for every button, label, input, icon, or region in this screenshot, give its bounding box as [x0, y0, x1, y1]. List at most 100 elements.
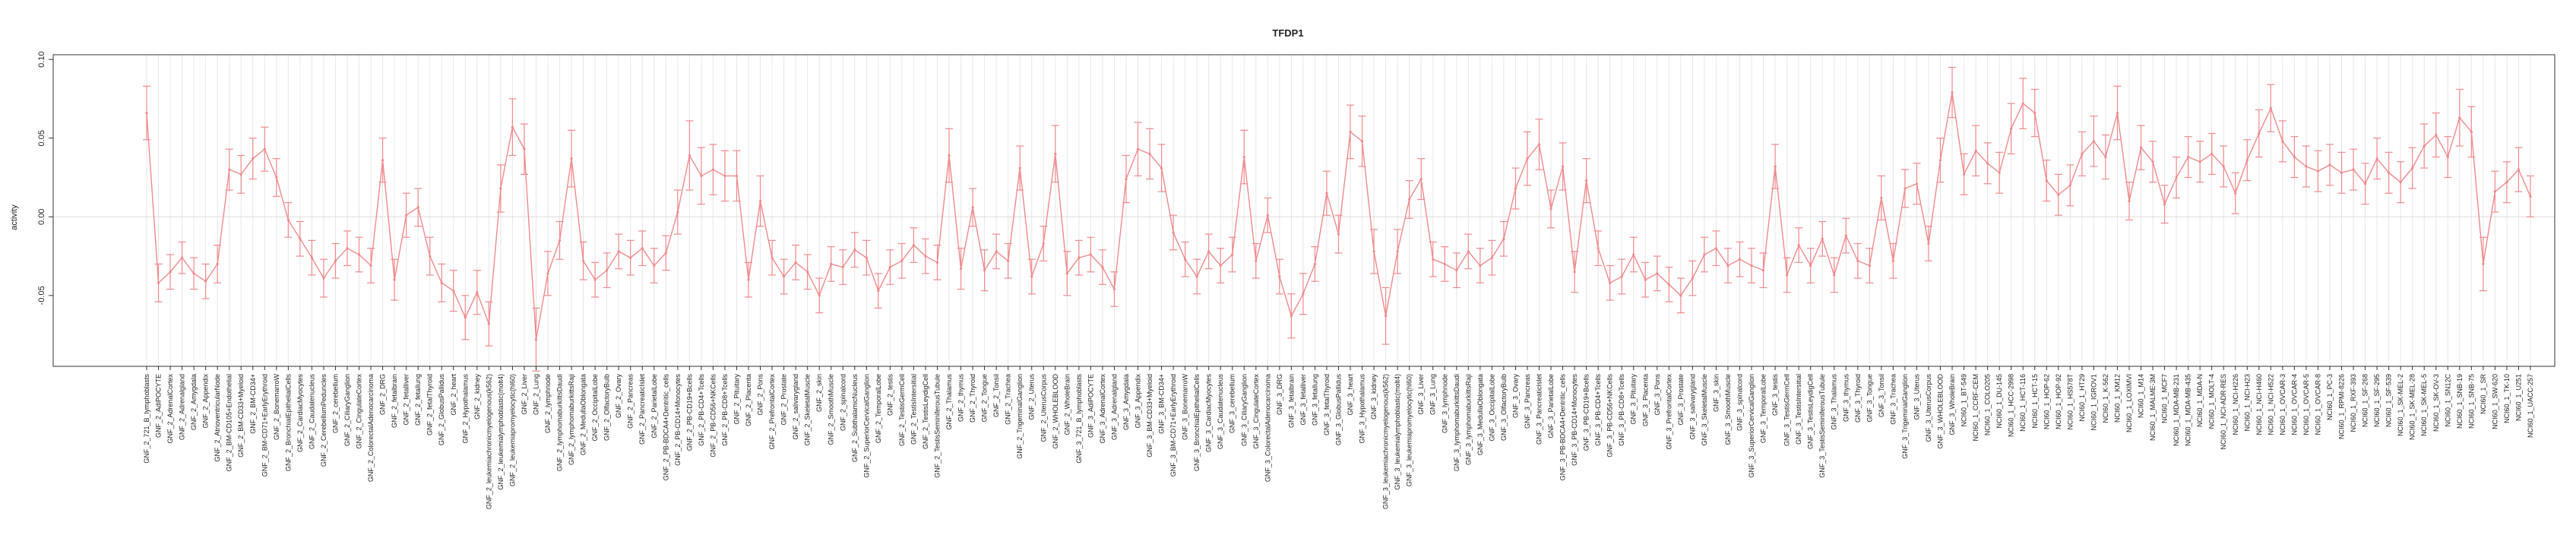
data-point: [2068, 184, 2071, 187]
x-tick-label: GNF_3_lymphomaburkittsRaji: [1464, 374, 1472, 465]
data-point: [2033, 112, 2036, 115]
data-point: [381, 159, 385, 162]
data-point: [2081, 152, 2084, 156]
data-point: [1938, 159, 1942, 162]
data-point: [464, 316, 467, 319]
data-point: [1927, 242, 1930, 245]
data-point: [570, 157, 573, 160]
x-tick-label: GNF_3_Liver: [1417, 374, 1425, 415]
x-tick-label: NCI60_1_COLO205: [1984, 374, 1992, 435]
x-tick-label: NCI60_1_SK-MEL-2: [2397, 374, 2404, 436]
data-point: [1844, 234, 1847, 237]
data-point: [1490, 256, 1493, 259]
data-point: [983, 269, 986, 272]
data-point: [2328, 163, 2331, 166]
data-point: [2210, 152, 2214, 156]
data-point: [664, 252, 667, 255]
data-point: [1207, 250, 1210, 253]
x-tick-label: GNF_2_skin: [815, 374, 823, 412]
data-point: [948, 154, 951, 157]
data-point: [2151, 160, 2154, 163]
data-point: [1797, 243, 1800, 247]
x-tick-label: GNF_2_TestisSeminiferousTubule: [933, 374, 941, 478]
x-tick-label: GNF_2_CiliaryGanglion: [343, 374, 351, 446]
data-point: [452, 290, 455, 293]
data-point: [2281, 140, 2284, 143]
x-tick-label: GNF_3_UterusCorpus: [1925, 374, 1932, 442]
data-point: [1679, 294, 1682, 297]
data-point: [1078, 256, 1081, 259]
data-point: [1419, 177, 1422, 181]
x-tick-label: GNF_3_PB-BDCA4+Dentritic_cells: [1559, 374, 1567, 481]
data-point: [1750, 264, 1753, 268]
data-point: [169, 271, 172, 274]
x-tick-label: NCI60_1_NCI-ADR-RES: [2220, 374, 2227, 450]
x-tick-label: GNF_2_CingulateCortex: [356, 374, 363, 449]
data-point: [405, 214, 408, 217]
x-tick-label: NCI60_1_RPMI-8226: [2338, 374, 2346, 439]
data-point: [1537, 143, 1541, 146]
data-point: [440, 281, 443, 284]
data-point: [1349, 130, 1352, 134]
x-tick-label: NCI60_1_SF-268: [2362, 374, 2369, 427]
x-tick-label: GNF_2_Hypothalamus: [461, 374, 469, 444]
x-tick-label: GNF_3_Thalamus: [1831, 374, 1838, 430]
x-tick-label: GNF_3_TestisGermCell: [1783, 374, 1791, 446]
data-point: [487, 322, 490, 325]
x-tick-label: NCI60_1_HT29: [2078, 374, 2086, 422]
x-tick-label: GNF_3_BM-CD34+: [1158, 374, 1166, 434]
x-tick-label: GNF_2_WHOLEBLOOD: [1052, 374, 1059, 449]
x-tick-label: NCI60_1_UACC-257: [2527, 374, 2534, 438]
data-point: [2482, 262, 2485, 266]
x-tick-label: GNF_3_BonemarroW: [1182, 373, 1189, 440]
x-tick-label: GNF_3_Hypothalamus: [1359, 374, 1366, 444]
x-tick-label: GNF_2_testis: [886, 374, 894, 416]
x-tick-label: GNF_3_CardiacMyocytes: [1205, 374, 1213, 453]
x-tick-label: NCI60_1_KM12: [2113, 374, 2121, 423]
x-tick-label: GNF_2_TestisIntersitial: [910, 374, 917, 445]
data-point: [888, 265, 891, 269]
x-tick-label: GNF_3_cerebellum: [1229, 374, 1236, 433]
x-tick-label: NCI60_1_TK-10: [2503, 374, 2511, 423]
data-point: [2375, 157, 2378, 160]
data-point: [1998, 171, 2001, 174]
x-tick-label: NCI60_1_MOLT-4: [2208, 374, 2216, 429]
data-point: [180, 256, 184, 259]
x-tick-label: GNF_2_Thalamus: [945, 374, 953, 430]
x-tick-label: NCI60_1_U251: [2514, 374, 2522, 421]
x-tick-label: GNF_2_fetalliver: [403, 374, 410, 426]
data-point: [2092, 140, 2096, 143]
data-point: [1514, 187, 1517, 190]
x-tick-label: GNF_3_BronchialEpithelialCells: [1193, 374, 1201, 472]
data-point: [1255, 259, 1258, 262]
x-tick-label: GNF_2_BM-CD34+: [249, 374, 257, 434]
x-tick-label: GNF_2_lymphnode: [544, 374, 552, 433]
x-tick-label: NCI60_1_MCF7: [2161, 374, 2169, 423]
y-tick-label: -0.05: [37, 286, 46, 305]
x-tick-label: GNF_3_fetalliver: [1299, 374, 1307, 426]
data-point: [1372, 250, 1375, 253]
data-point: [299, 237, 302, 240]
data-point: [1432, 258, 1435, 261]
x-tick-label: GNF_3_skin: [1712, 374, 1720, 412]
x-tick-label: GNF_2_PB-CD14+Monocytes: [674, 374, 682, 466]
data-point: [2316, 169, 2320, 173]
x-tick-label: NCI60_1_SK-MEL-28: [2409, 374, 2416, 440]
x-tick-label: NCI60_1_PC-3: [2326, 374, 2334, 420]
x-tick-label: NCI60_1_CCRF-CEM: [1972, 374, 1979, 442]
x-tick-label: GNF_2_BM-CD33+Myeloid: [237, 374, 245, 458]
data-point: [1703, 253, 1706, 256]
x-tick-label: NCI60_1_MDA-MB-231: [2173, 374, 2180, 446]
data-point: [758, 199, 762, 203]
x-tick-label: GNF_2_TestisLeydigCell: [922, 374, 929, 449]
data-point: [1774, 165, 1777, 168]
x-tick-label: GNF_2_SmoothMuscle: [828, 374, 835, 445]
data-point: [546, 272, 549, 275]
x-tick-label: GNF_3_Trachea: [1889, 374, 1897, 425]
y-tick-label: 0.00: [37, 209, 46, 225]
x-tick-label: GNF_2_ParietalLobe: [650, 374, 658, 439]
x-tick-label: GNF_2_OlfactoryBulb: [603, 374, 611, 441]
x-tick-label: NCI60_1_OVCAR-8: [2314, 374, 2321, 435]
data-point: [2021, 102, 2024, 105]
